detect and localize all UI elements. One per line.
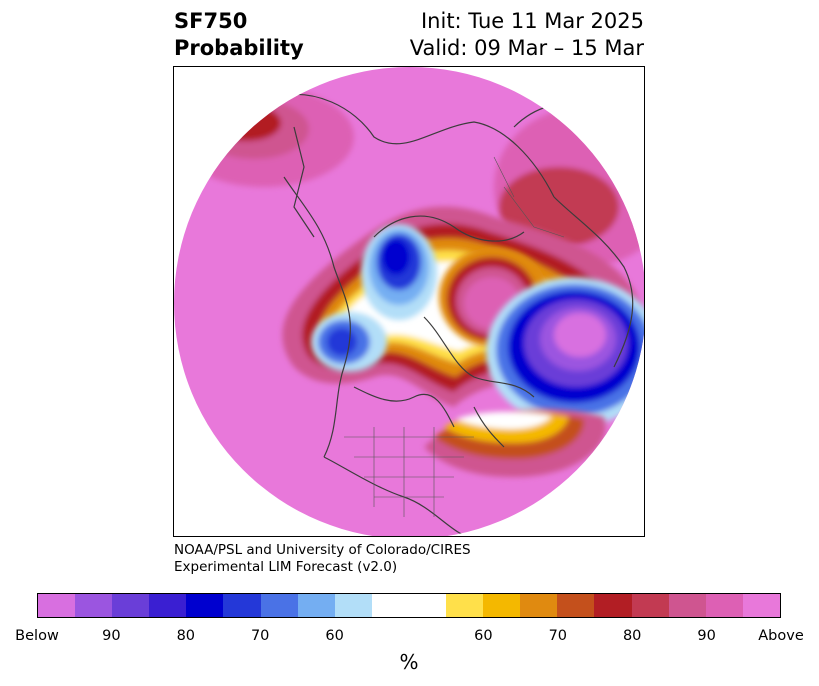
valid-dates: Valid: 09 Mar – 15 Mar	[409, 36, 644, 60]
colorbar-segment	[742, 594, 780, 617]
colorbar-tick-label: 90	[697, 628, 716, 644]
above-region-northwest	[174, 87, 354, 187]
political-borders	[344, 156, 565, 517]
colorbar-tick-label: Above	[758, 628, 804, 644]
colorbar-segment	[446, 594, 484, 617]
above-band-atlantic	[424, 408, 606, 477]
colorbar-tick-label: 70	[250, 628, 270, 644]
colorbar-segment	[483, 594, 521, 617]
colorbar-segment	[112, 594, 150, 617]
colorbar-tick-label: 80	[176, 628, 196, 644]
colorbar-tick-label: 80	[622, 628, 642, 644]
colorbar-segment	[75, 594, 113, 617]
colorbar-segment	[223, 594, 261, 617]
init-date: Init: Tue 11 Mar 2025	[420, 9, 644, 33]
colorbar-segment	[631, 594, 669, 617]
credit-line-1: NOAA/PSL and University of Colorado/CIRE…	[174, 542, 471, 558]
colorbar-segment	[520, 594, 558, 617]
colorbar-tick-label: Below	[15, 628, 59, 644]
colorbar-segment	[149, 594, 187, 617]
colorbar-segment	[557, 594, 595, 617]
colorbar-tick-label: 60	[325, 628, 344, 644]
colorbar-segment	[371, 594, 409, 617]
colorbar-segment	[408, 594, 447, 617]
plot-title: SF750 Probability	[174, 8, 304, 62]
colorbar-segment	[38, 594, 76, 617]
colorbar-segment	[260, 594, 298, 617]
colorbar-tick-label: 60	[474, 628, 493, 644]
map-panel	[173, 66, 645, 537]
title-variable: SF750	[174, 9, 248, 33]
probability-map	[174, 67, 644, 536]
colorbar-segment	[334, 594, 372, 617]
colorbar-tick-label: 70	[548, 628, 568, 644]
credit-line-2: Experimental LIM Forecast (v2.0)	[174, 559, 398, 575]
below-region-asia	[486, 277, 644, 427]
colorbar	[37, 593, 781, 618]
plot-dates: Init: Tue 11 Mar 2025 Valid: 09 Mar – 15…	[410, 8, 644, 62]
colorbar-segment	[186, 594, 224, 617]
colorbar-segment	[594, 594, 632, 617]
colorbar-unit: %	[399, 650, 419, 674]
title-type: Probability	[174, 36, 304, 60]
below-region-arctic	[361, 224, 437, 320]
colorbar-segment	[705, 594, 743, 617]
colorbar-segment	[668, 594, 706, 617]
colorbar-segment	[297, 594, 335, 617]
colorbar-tick-label: 90	[102, 628, 121, 644]
credit-text: NOAA/PSL and University of Colorado/CIRE…	[174, 542, 471, 576]
